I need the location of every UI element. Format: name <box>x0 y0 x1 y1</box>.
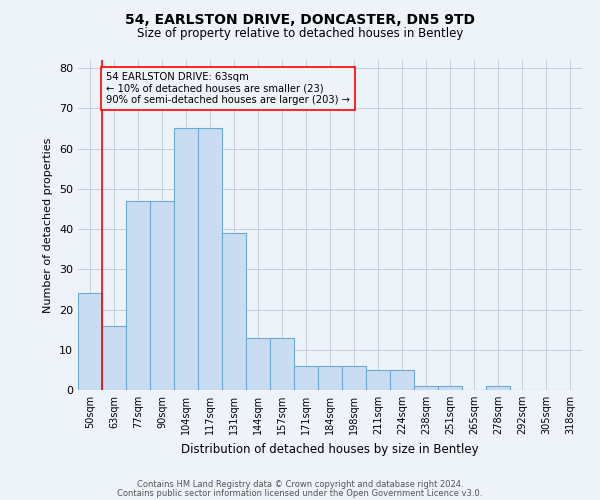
Bar <box>222 233 246 390</box>
Bar <box>174 128 198 390</box>
Bar <box>246 338 270 390</box>
Bar <box>198 128 222 390</box>
Text: 54, EARLSTON DRIVE, DONCASTER, DN5 9TD: 54, EARLSTON DRIVE, DONCASTER, DN5 9TD <box>125 12 475 26</box>
Bar <box>294 366 318 390</box>
Bar <box>150 201 174 390</box>
Bar <box>486 386 510 390</box>
Bar <box>126 201 150 390</box>
Bar <box>342 366 366 390</box>
Bar <box>438 386 462 390</box>
Bar <box>270 338 294 390</box>
Bar <box>366 370 390 390</box>
Bar <box>78 294 102 390</box>
Bar <box>318 366 342 390</box>
Text: Size of property relative to detached houses in Bentley: Size of property relative to detached ho… <box>137 28 463 40</box>
X-axis label: Distribution of detached houses by size in Bentley: Distribution of detached houses by size … <box>181 442 479 456</box>
Bar <box>102 326 126 390</box>
Text: Contains public sector information licensed under the Open Government Licence v3: Contains public sector information licen… <box>118 488 482 498</box>
Y-axis label: Number of detached properties: Number of detached properties <box>43 138 53 312</box>
Bar <box>390 370 414 390</box>
Text: Contains HM Land Registry data © Crown copyright and database right 2024.: Contains HM Land Registry data © Crown c… <box>137 480 463 489</box>
Text: 54 EARLSTON DRIVE: 63sqm
← 10% of detached houses are smaller (23)
90% of semi-d: 54 EARLSTON DRIVE: 63sqm ← 10% of detach… <box>106 72 350 106</box>
Bar <box>414 386 438 390</box>
